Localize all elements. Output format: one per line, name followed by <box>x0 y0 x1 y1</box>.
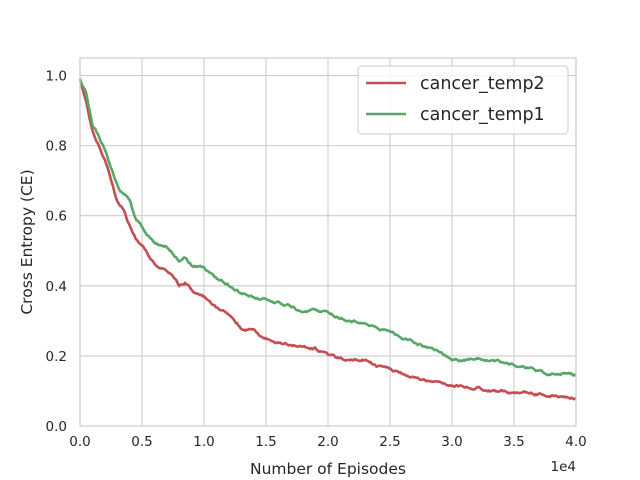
y-tick-label: 0.0 <box>46 419 67 435</box>
plot-frame <box>79 57 577 427</box>
y-tick-label: 0.8 <box>46 139 67 155</box>
x-axis-offset-label: 1e4 <box>551 459 576 475</box>
x-tick-labels: 0.0 0.5 1.0 1.5 2.0 2.5 3.0 3.5 4.0 <box>69 434 586 450</box>
y-tick-label: 0.4 <box>46 279 67 295</box>
y-tick-label: 1.0 <box>46 69 67 85</box>
series-lines <box>78 78 577 401</box>
x-tick-label: 3.0 <box>441 434 462 450</box>
y-axis-label: Cross Entropy (CE) <box>18 169 36 314</box>
series-line-cancer_temp2 <box>78 78 577 401</box>
x-tick-label: 1.0 <box>193 434 214 450</box>
legend: cancer_temp2 cancer_temp1 <box>357 65 569 135</box>
x-tick-label: 0.0 <box>69 434 90 450</box>
series-line-cancer_temp1 <box>78 78 577 377</box>
x-tick-label: 2.5 <box>379 434 400 450</box>
legend-box <box>357 65 569 135</box>
legend-entry-label: cancer_temp2 <box>420 74 545 94</box>
x-tick-label: 4.0 <box>565 434 586 450</box>
y-tick-label: 0.6 <box>46 209 67 225</box>
y-tick-label: 0.2 <box>46 349 67 365</box>
legend-entry-label: cancer_temp1 <box>420 105 545 125</box>
x-tick-label: 2.0 <box>317 434 338 450</box>
x-tick-label: 1.5 <box>255 434 276 450</box>
x-axis-label: Number of Episodes <box>250 460 406 478</box>
y-tick-labels: 0.0 0.2 0.4 0.6 0.8 1.0 <box>46 69 67 435</box>
x-tick-label: 0.5 <box>131 434 152 450</box>
x-tick-label: 3.5 <box>503 434 524 450</box>
